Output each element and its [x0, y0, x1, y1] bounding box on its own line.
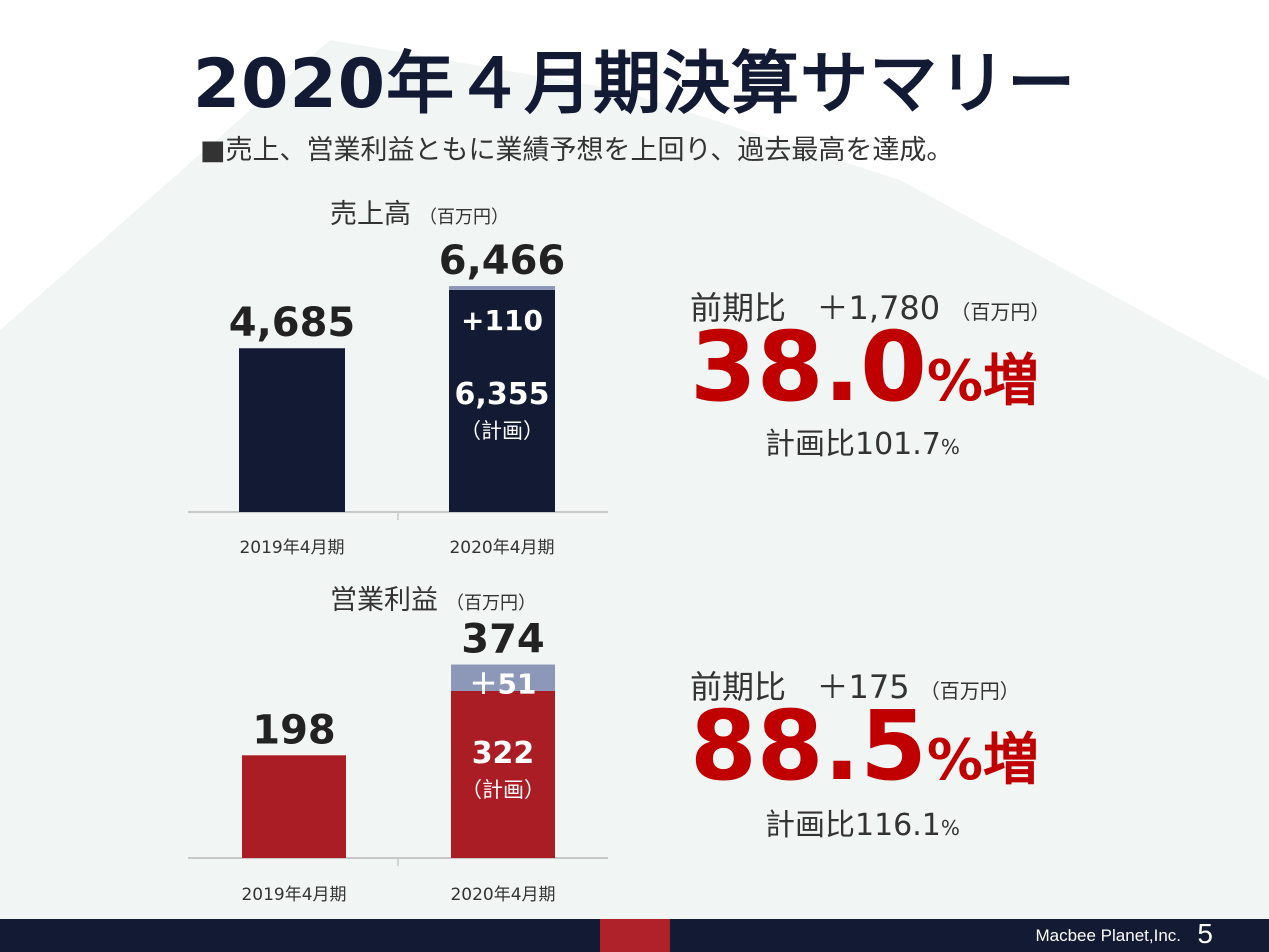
sales-plan-ratio: 計画比101.7% [765, 419, 960, 463]
sales-plan-sublabel-1: （計画） [460, 419, 544, 443]
sales-category-label-1: 2020年4月期 [449, 538, 554, 558]
profit-extra-label-1: ＋51 [470, 668, 537, 701]
sales-yoy-unit: （百万円） [950, 300, 1051, 324]
sales-title-unit: （百万円） [419, 207, 509, 228]
sales-bar-chart: 4,685 2019年4月期 6,466 +110 6,355 （計画） 2020年4月期 [188, 238, 608, 558]
profit-title-text: 営業利益 [330, 585, 438, 616]
sales-growth-suffix: %増 [926, 349, 1039, 414]
profit-growth-rate: 88.5%増 [690, 698, 1039, 794]
sales-extra-label-1: +110 [461, 304, 543, 337]
profit-title-unit: （百万円） [446, 593, 536, 614]
profit-yoy-prefix: 前期比 [690, 668, 787, 706]
profit-growth-value: 88.5 [690, 690, 927, 802]
profit-chart-title: 営業利益 （百万円） [330, 578, 536, 617]
sales-plan-value: 計画比101.7 [765, 427, 941, 462]
profit-total-label-0: 198 [252, 707, 336, 753]
page-subtitle: ■売上、営業利益ともに業績予想を上回り、過去最高を達成。 [200, 135, 954, 166]
sales-plan-label-1: 6,355 [455, 377, 550, 412]
profit-plan-pct: % [940, 816, 960, 840]
profit-growth-suffix: %増 [926, 728, 1039, 793]
profit-plan-ratio: 計画比116.1% [765, 800, 960, 844]
footer-accent-block [600, 919, 670, 952]
sales-growth-rate: 38.0%増 [690, 319, 1039, 415]
sales-yoy-prefix: 前期比 [690, 289, 787, 327]
profit-bar-base-0 [242, 755, 346, 858]
sales-total-label-1: 6,466 [439, 238, 566, 284]
sales-category-label-0: 2019年4月期 [239, 538, 344, 558]
sales-title-text: 売上高 [330, 199, 411, 230]
profit-yoy-line: 前期比 ＋175 （百万円） [690, 662, 1020, 708]
sales-growth-value: 38.0 [690, 311, 927, 423]
company-name: Macbee Planet,Inc. [1035, 926, 1181, 945]
sales-bar-base-1 [449, 289, 555, 512]
profit-yoy-unit: （百万円） [919, 679, 1020, 703]
sales-bar-extra-1 [449, 286, 555, 290]
profit-stats: 前期比 ＋175 （百万円） 88.5%増 計画比116.1% [690, 662, 1110, 844]
profit-bar-extra-1 [451, 664, 555, 691]
sales-plan-pct: % [940, 435, 960, 459]
page-title: 2020年４月期決算サマリー [192, 45, 1077, 124]
profit-category-label-1: 2020年4月期 [450, 885, 555, 905]
profit-plan-label-1: 322 [472, 736, 535, 771]
sales-stats: 前期比 ＋1,780 （百万円） 38.0%増 計画比101.7% [690, 283, 1110, 463]
profit-plan-value: 計画比116.1 [765, 808, 941, 843]
profit-total-label-1: 374 [461, 617, 545, 663]
sales-bar-base-0 [239, 348, 345, 512]
profit-bar-base-1 [451, 690, 555, 858]
page-number: 5 [1197, 918, 1213, 949]
sales-chart-title: 売上高 （百万円） [330, 192, 509, 231]
sales-yoy-line: 前期比 ＋1,780 （百万円） [690, 283, 1050, 329]
sales-total-label-0: 4,685 [229, 300, 356, 346]
profit-plan-sublabel-1: （計画） [461, 778, 545, 802]
sales-yoy-diff: ＋1,780 [816, 289, 941, 327]
profit-yoy-diff: ＋175 [816, 668, 910, 706]
profit-category-label-0: 2019年4月期 [241, 885, 346, 905]
profit-bar-chart: 198 2019年4月期 374 ＋51 322 （計画） 2020年4月期 [188, 617, 608, 905]
